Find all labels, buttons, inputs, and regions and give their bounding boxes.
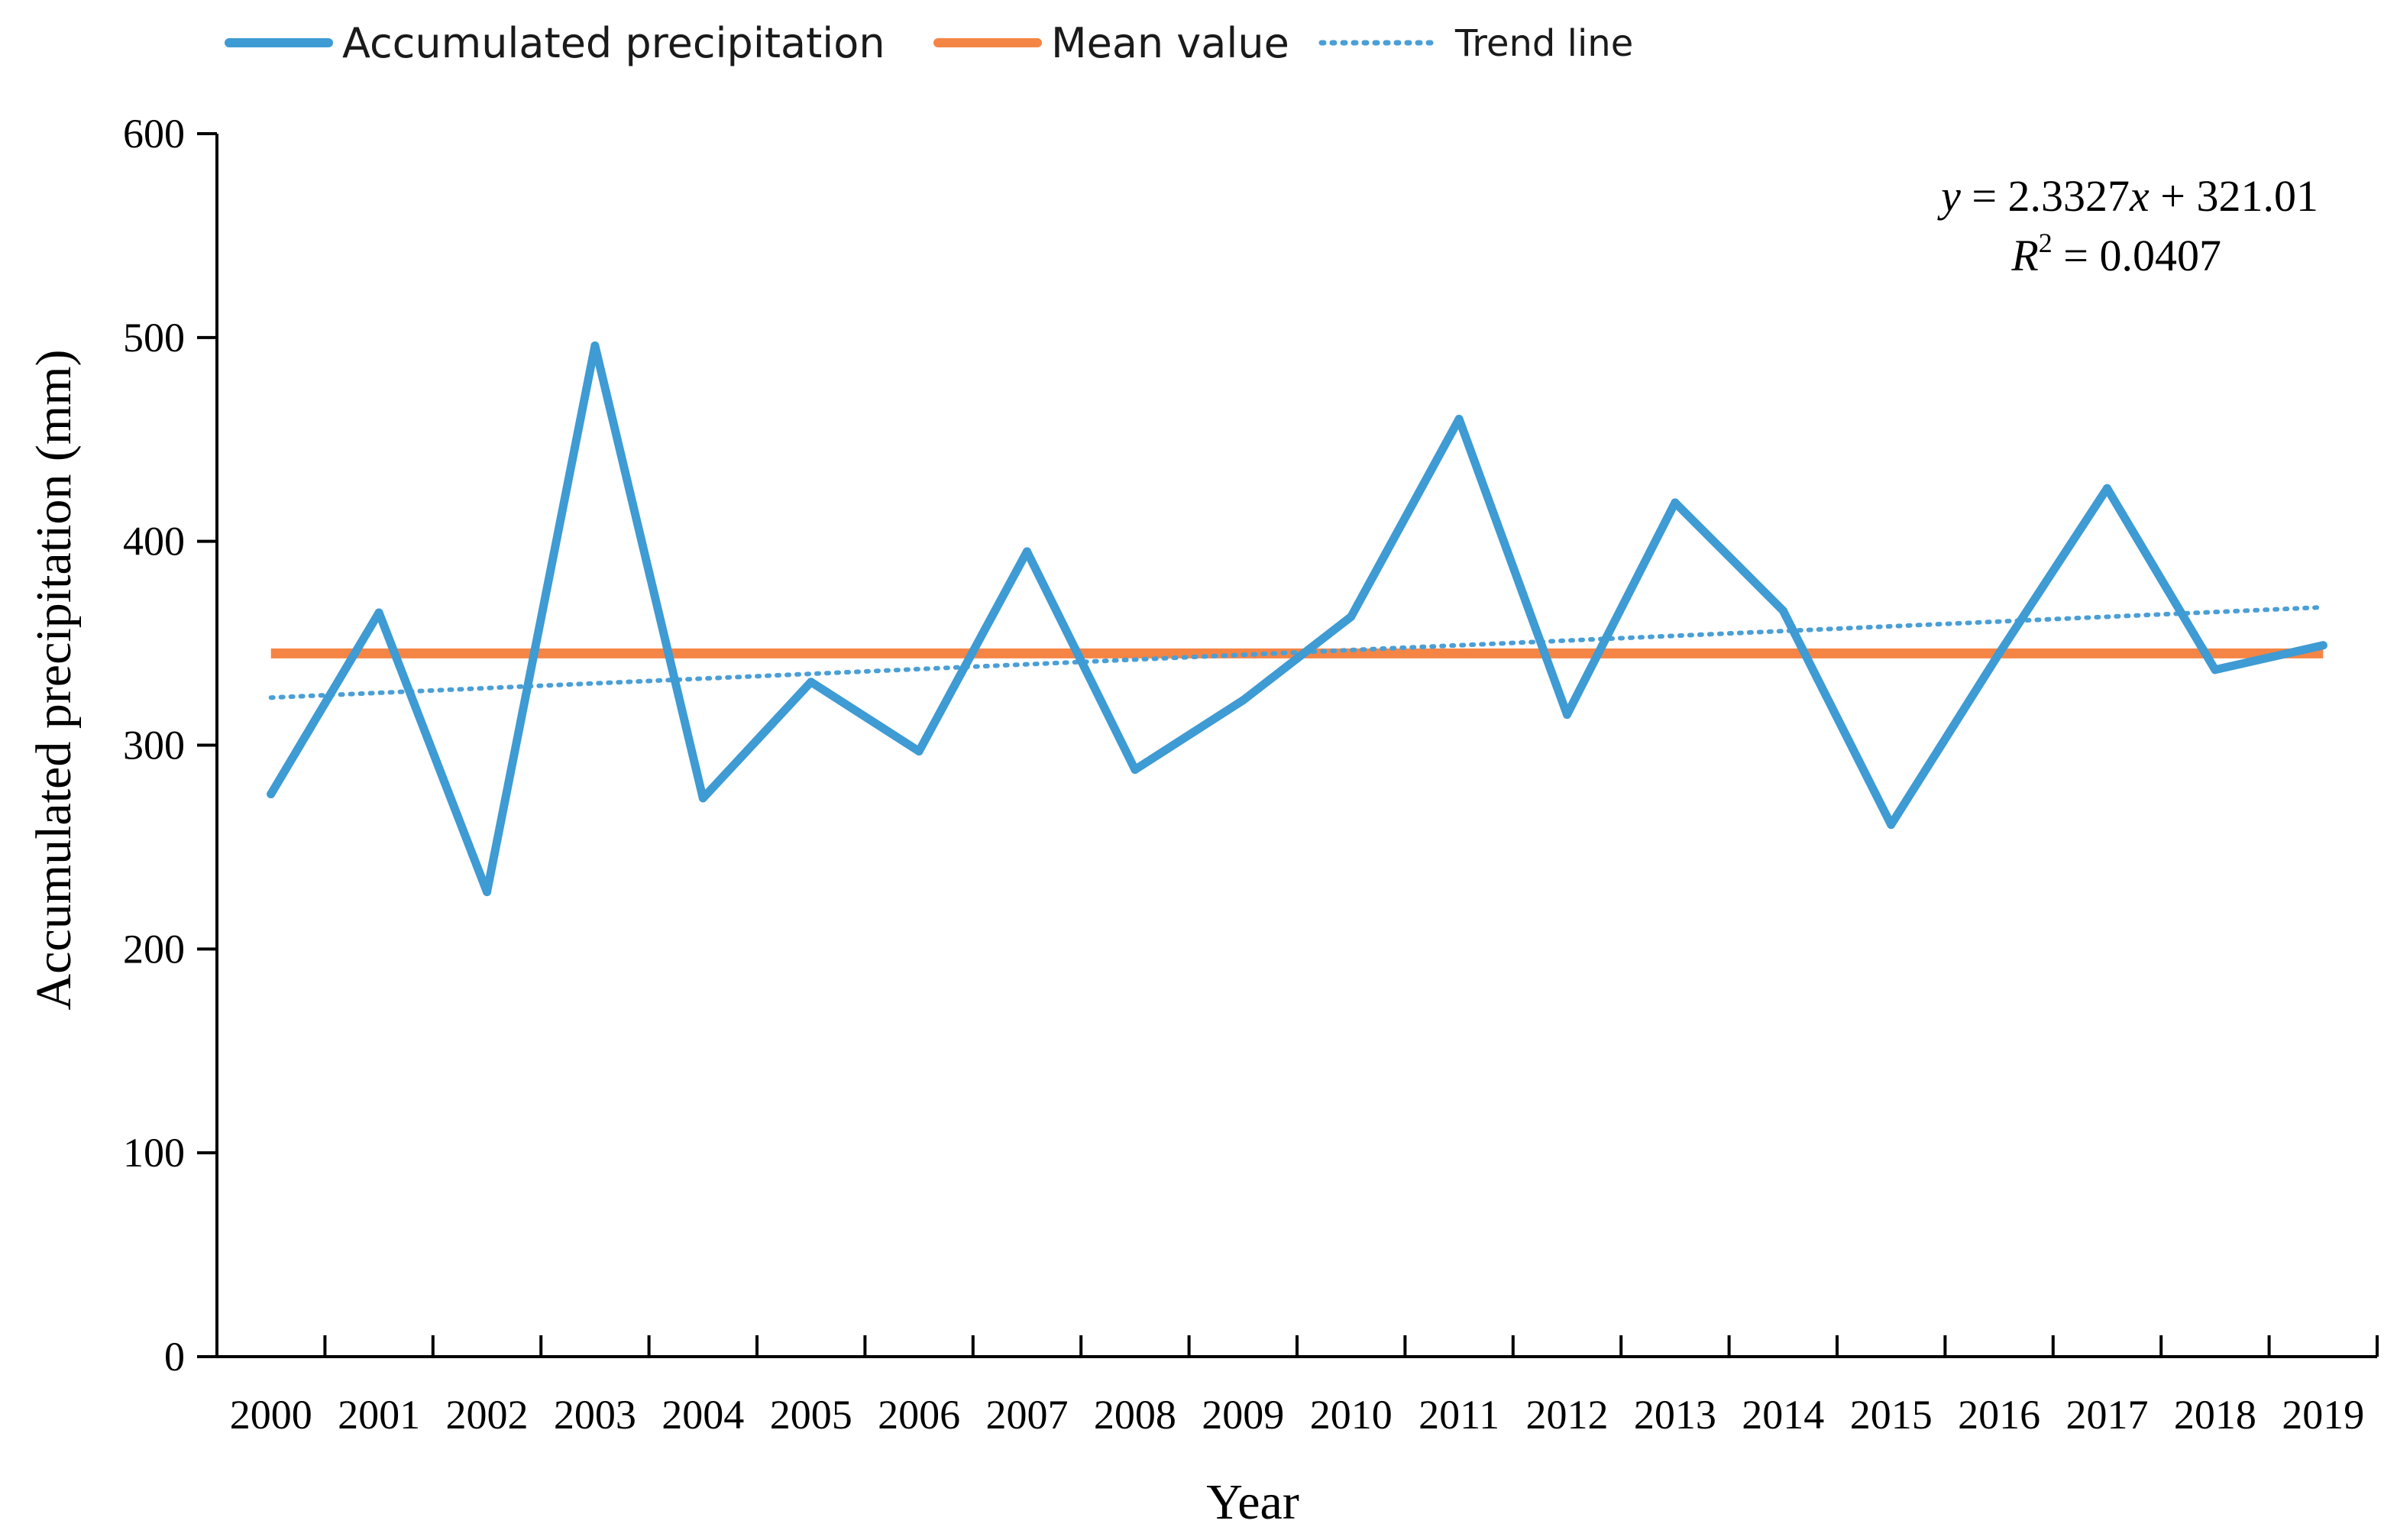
precipitation-point <box>807 678 816 687</box>
precipitation-point <box>1887 820 1896 830</box>
precipitation-point <box>2211 665 2220 675</box>
legend-label-precipitation: Accumulated precipitation <box>342 19 885 67</box>
y-tick-label: 400 <box>123 519 185 565</box>
y-tick-label: 600 <box>123 111 185 157</box>
x-ticks: 2000 2001 2002 2003 2004 2005 2006 2007 2008 2009… <box>230 1335 2379 1438</box>
y-tick-label: 300 <box>123 723 185 768</box>
precipitation-point <box>1023 547 1031 556</box>
y-tick-label: 0 <box>164 1334 185 1380</box>
x-tick-label: 2004 <box>662 1392 744 1438</box>
precipitation-point <box>1347 612 1356 621</box>
x-tick-label: 2017 <box>2066 1392 2149 1438</box>
precipitation-point <box>374 608 383 617</box>
axes <box>215 134 2377 1358</box>
x-tick-label: 2002 <box>446 1392 529 1438</box>
equation-slope: = 2.3327 <box>1961 171 2130 221</box>
y-tick-label: 200 <box>123 926 185 972</box>
x-tick-label: 2018 <box>2174 1392 2256 1438</box>
x-axis-title: Year <box>1206 1474 1299 1530</box>
x-tick-label: 2011 <box>1418 1392 1499 1438</box>
precipitation-point <box>590 341 600 351</box>
y-tick-label: 500 <box>123 315 185 361</box>
r2-symbol: R <box>2010 231 2038 280</box>
equation-x-var: x <box>2129 171 2150 221</box>
trend-r-squared: R2 = 0.0407 <box>2010 228 2221 280</box>
x-tick-label: 2012 <box>1526 1392 1609 1438</box>
precipitation-point <box>2103 484 2111 493</box>
x-tick-label: 2005 <box>770 1392 852 1438</box>
precipitation-point <box>1778 606 1787 615</box>
x-tick-label: 2008 <box>1094 1392 1176 1438</box>
legend: Accumulated precipitation Mean value Tre… <box>225 19 1633 67</box>
precipitation-point <box>1563 710 1571 719</box>
x-tick-label: 2014 <box>1742 1392 1824 1438</box>
x-tick-label: 2001 <box>338 1392 420 1438</box>
y-tick-label: 100 <box>123 1130 185 1176</box>
x-tick-label: 2007 <box>986 1392 1069 1438</box>
legend-label-trend: Trend line <box>1454 22 1633 65</box>
precipitation-point <box>483 888 491 897</box>
r2-value: = 0.0407 <box>2052 231 2221 280</box>
y-ticks: 0 100 200 300 400 500 600 <box>123 111 217 1380</box>
trend-equation: y = 2.3327x + 321.01 <box>1937 171 2318 221</box>
precipitation-point <box>1994 649 2004 658</box>
equation-intercept: + 321.01 <box>2150 171 2318 221</box>
x-tick-label: 2013 <box>1634 1392 1716 1438</box>
series-layer <box>267 341 2327 897</box>
series-line-accumulated-precipitation <box>267 341 2327 897</box>
x-tick-label: 2015 <box>1850 1392 1933 1438</box>
precipitation-point <box>1454 415 1464 424</box>
x-tick-label: 2016 <box>1958 1392 2040 1438</box>
precipitation-point <box>698 794 707 803</box>
x-tick-label: 2019 <box>2282 1392 2364 1438</box>
x-tick-label: 2009 <box>1202 1392 1284 1438</box>
x-tick-label: 2000 <box>230 1392 312 1438</box>
equation-y-var: y <box>1937 171 1961 221</box>
y-axis-title: Accumulated precipitation (mm) <box>26 349 82 1010</box>
legend-label-mean: Mean value <box>1051 19 1289 67</box>
precipitation-point <box>1238 696 1247 705</box>
series-line-trend <box>268 604 2326 700</box>
precipitation-point <box>2318 641 2327 650</box>
x-tick-label: 2006 <box>878 1392 960 1438</box>
precipitation-point <box>914 747 924 756</box>
x-tick-label: 2010 <box>1310 1392 1393 1438</box>
precipitation-point <box>267 790 276 799</box>
precipitation-point <box>1671 498 1680 507</box>
x-tick-label: 2003 <box>554 1392 636 1438</box>
r2-superscript: 2 <box>2039 228 2052 258</box>
precipitation-point <box>1131 765 1140 775</box>
